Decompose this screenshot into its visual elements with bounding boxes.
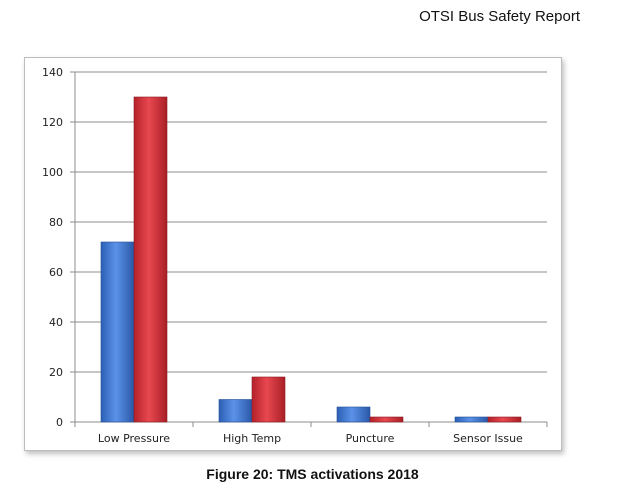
y-tick-label: 40: [49, 316, 63, 329]
x-tick-label: Puncture: [346, 432, 395, 445]
bar-high-temp-series-1: [218, 399, 253, 423]
x-tick-label: Low Pressure: [98, 432, 170, 445]
bar-sensor-issue-series-2: [487, 416, 522, 423]
bar-chart: 0 20 40 60 80 100 120 140 Low Pressure High Temp P…: [42, 66, 548, 445]
bar-low-pressure-series-2: [133, 96, 168, 423]
y-tick-label: 140: [42, 66, 63, 79]
y-tick-label: 100: [42, 166, 63, 179]
y-tick-label: 80: [49, 216, 63, 229]
report-header: OTSI Bus Safety Report: [419, 8, 580, 25]
chart-frame: 0 20 40 60 80 100 120 140 Low Pressure High Temp P…: [24, 57, 562, 451]
y-tick-label: 20: [49, 366, 63, 379]
bar-puncture-series-2: [369, 416, 404, 423]
x-tick-label: High Temp: [223, 432, 281, 445]
figure-caption: Figure 20: TMS activations 2018: [206, 466, 419, 482]
x-tick-label: Sensor Issue: [453, 432, 523, 445]
bar-high-temp-series-2: [251, 376, 286, 423]
y-tick-label: 120: [42, 116, 63, 129]
bar-puncture-series-1: [336, 406, 371, 423]
y-tick-label: 0: [56, 416, 63, 429]
bar-sensor-issue-series-1: [454, 416, 489, 423]
bar-low-pressure-series-1: [100, 241, 135, 423]
y-tick-label: 60: [49, 266, 63, 279]
